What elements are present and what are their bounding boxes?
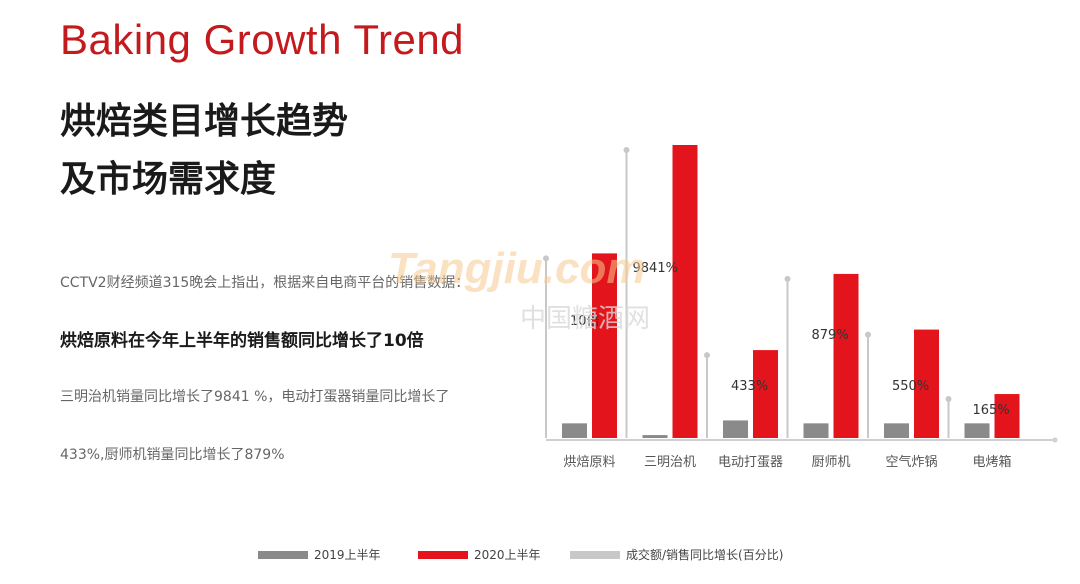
detail-text-1: 三明治机销量同比增长了9841 %，电动打蛋器销量同比增长了 — [60, 389, 450, 405]
category-label-5: 电烤箱 — [972, 454, 1011, 470]
category-label-3: 厨师机 — [811, 455, 850, 470]
watermark-brand: Tangjiu.com — [388, 244, 646, 293]
bar-2020-5 — [994, 394, 1020, 438]
growth-label-4: 550% — [892, 379, 929, 394]
highlight-text: 烘焙原料在今年上半年的销售额同比增长了10倍 — [60, 331, 424, 351]
legend-label-growth: 成交额/销售同比增长(百分比) — [626, 548, 784, 562]
growth-label-0: 10倍 — [570, 314, 600, 329]
bar-2019-5 — [964, 423, 990, 438]
growth-label-5: 165% — [973, 403, 1010, 418]
bar-2019-4 — [884, 423, 909, 438]
bar-2020-1 — [672, 145, 698, 438]
growth-dot-2 — [704, 352, 710, 359]
legend-swatch-growth — [570, 550, 620, 559]
watermark-cn: 中国糖酒网 — [520, 304, 651, 334]
bar-2020-2 — [753, 350, 778, 438]
legend-swatch-2020 — [418, 550, 468, 559]
growth-dot-5 — [945, 396, 952, 403]
growth-dot-0 — [543, 255, 549, 262]
bar-2019-1 — [642, 435, 668, 438]
growth-dot-3 — [784, 275, 791, 282]
detail-text-2: 433%,厨师机销量同比增长了879% — [60, 447, 285, 463]
category-label-1: 三明治机 — [644, 455, 696, 470]
legend-label-2020: 2020上半年 — [474, 548, 541, 562]
growth-label-3: 879% — [812, 328, 849, 343]
title-english: Baking Growth Trend — [60, 16, 465, 63]
intro-text: CCTV2财经频道315晚会上指出，根据来自电商平台的销售数据： — [60, 275, 470, 291]
legend-item-growth: 成交额/销售同比增长(百分比) — [570, 546, 783, 563]
bar-2019-3 — [803, 423, 829, 438]
category-label-2: 电动打蛋器 — [718, 455, 783, 470]
legend-item-2019: 2019上半年 — [258, 546, 381, 563]
legend-label-2019: 2019上半年 — [314, 548, 381, 562]
legend-item-2020: 2020上半年 — [418, 546, 541, 563]
growth-dot-4 — [865, 331, 871, 338]
bar-2019-2 — [723, 420, 748, 438]
growth-label-1: 9841% — [633, 261, 678, 276]
bar-2020-0 — [592, 253, 617, 438]
category-label-0: 烘焙原料 — [563, 455, 615, 470]
title-chinese-line2: 及市场需求度 — [60, 159, 277, 200]
legend-swatch-2019 — [258, 550, 308, 559]
title-chinese-line1: 烘焙类目增长趋势 — [60, 101, 349, 142]
growth-dot-1 — [623, 147, 630, 153]
bar-2019-0 — [562, 423, 587, 438]
growth-label-2: 433% — [731, 379, 768, 394]
x-axis-end-dot — [1052, 437, 1058, 443]
bar-2020-3 — [833, 273, 859, 438]
category-label-4: 空气炸锅 — [885, 454, 937, 470]
bar-2020-4 — [914, 329, 939, 438]
